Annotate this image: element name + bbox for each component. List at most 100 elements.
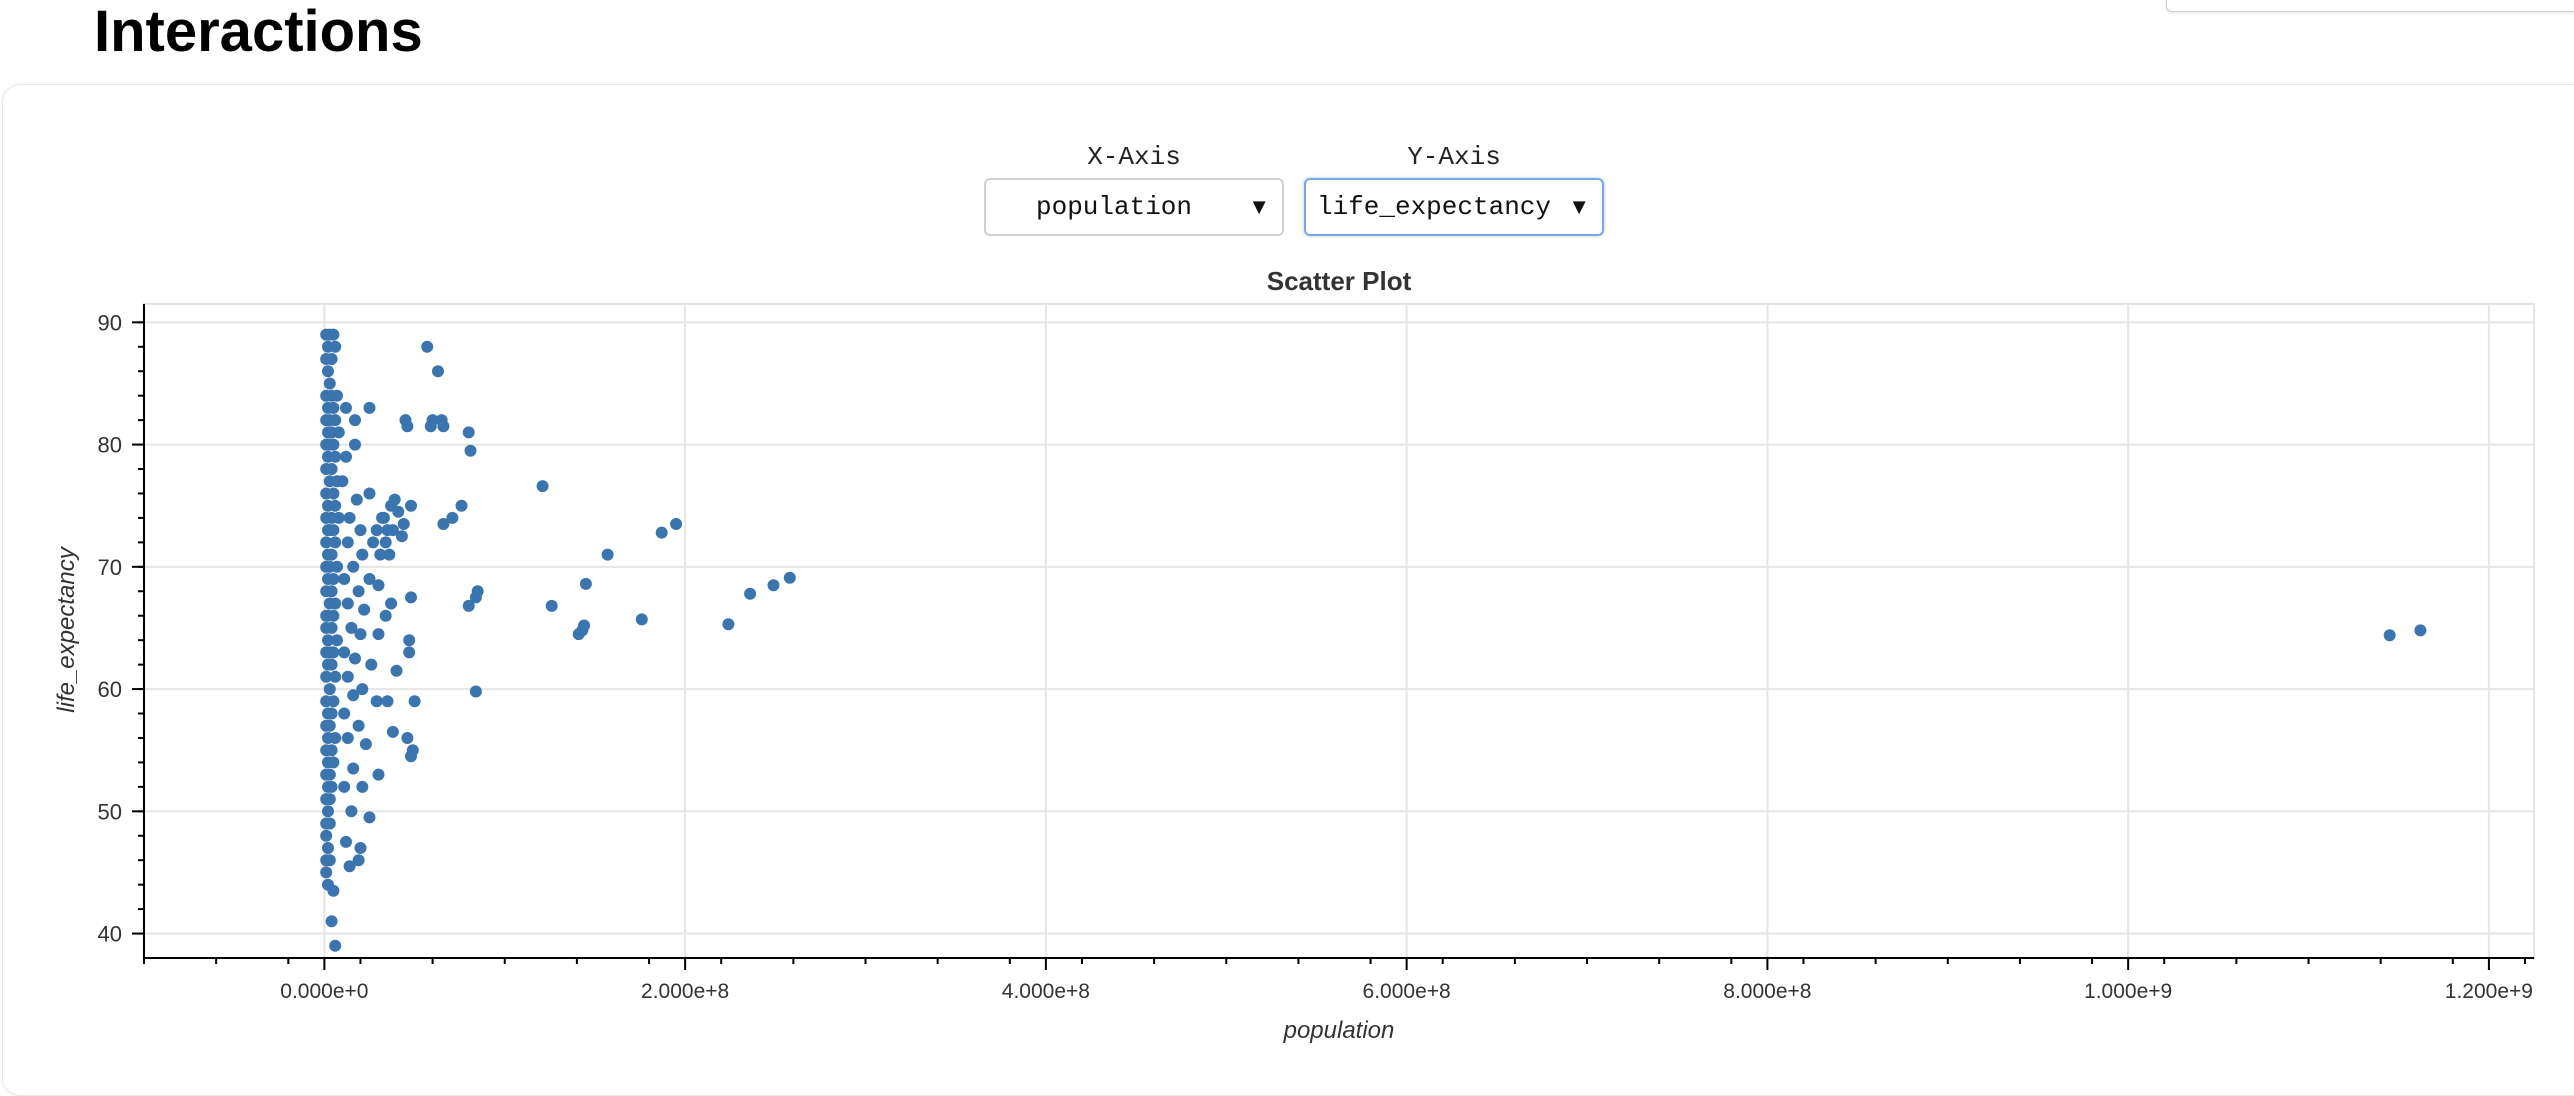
y-tick-label: 40	[98, 922, 122, 947]
data-point	[744, 587, 757, 600]
data-point	[350, 493, 363, 506]
data-point	[340, 835, 352, 848]
data-point	[722, 618, 735, 631]
data-point	[545, 599, 558, 612]
plot-frame	[143, 303, 2535, 959]
x-axis-select[interactable]: population ▼	[984, 178, 1284, 236]
data-point	[327, 328, 340, 341]
data-point	[363, 401, 376, 414]
data-point	[349, 414, 361, 427]
data-point	[338, 780, 351, 793]
x-tick-label: 8.000e+8	[1723, 980, 1811, 1003]
data-point	[464, 444, 477, 457]
data-point	[323, 793, 336, 806]
data-point	[601, 548, 614, 561]
data-point	[446, 511, 459, 524]
data-point	[471, 585, 484, 598]
data-point	[359, 738, 372, 751]
data-point	[345, 621, 358, 634]
y-axis-select-value: life_expectancy	[1316, 192, 1552, 222]
data-point	[356, 548, 369, 561]
data-point	[320, 829, 333, 842]
data-point	[343, 860, 356, 873]
data-point	[370, 524, 383, 537]
data-point	[329, 414, 342, 427]
data-point	[341, 597, 354, 610]
data-point	[329, 536, 342, 549]
data-point	[340, 450, 352, 463]
data-point	[338, 646, 351, 659]
x-axis-control: X-Axis population ▼	[984, 140, 1284, 236]
data-point	[356, 780, 369, 793]
data-point	[386, 524, 399, 537]
y-tick-label: 60	[98, 677, 122, 702]
data-point	[325, 780, 338, 793]
data-point	[323, 683, 336, 696]
y-axis-control: Y-Axis life_expectancy ▼	[1304, 140, 1604, 236]
data-point	[2414, 624, 2427, 637]
data-point	[341, 536, 354, 549]
data-point	[401, 732, 414, 744]
data-point	[322, 365, 334, 378]
x-axis-select-value: population	[1035, 192, 1193, 222]
data-point	[327, 884, 340, 897]
data-point	[397, 518, 410, 530]
data-point	[347, 689, 360, 702]
data-point	[536, 480, 549, 493]
data-point	[455, 499, 468, 512]
data-point	[343, 511, 356, 524]
data-point	[327, 524, 340, 537]
data-point	[327, 609, 340, 622]
data-point	[432, 365, 444, 378]
data-point	[323, 854, 336, 867]
data-point	[327, 401, 340, 414]
data-point	[325, 658, 338, 671]
data-point	[363, 487, 376, 500]
data-point	[390, 664, 403, 677]
data-point	[327, 756, 340, 769]
data-point	[392, 505, 405, 518]
x-tick-label: 6.000e+8	[1363, 980, 1451, 1003]
data-point	[323, 817, 336, 830]
data-point	[325, 707, 338, 720]
data-point	[403, 646, 416, 659]
data-point	[405, 591, 417, 604]
data-point	[579, 577, 592, 590]
y-axis-select[interactable]: life_expectancy ▼	[1304, 178, 1604, 236]
data-point	[352, 585, 365, 598]
data-point	[354, 628, 367, 641]
data-point	[383, 548, 396, 561]
data-point	[367, 536, 380, 549]
scatter-plot: 0.000e+0 2.000e+8 4.000e+8 6.000e+8 8.000e+8…	[53, 266, 2535, 1044]
data-point	[329, 670, 342, 683]
data-point	[323, 719, 336, 732]
y-axis-label: Y-Axis	[1407, 142, 1501, 172]
data-point	[379, 609, 392, 622]
y-axis-title: life_expectancy	[53, 545, 80, 712]
data-point	[329, 597, 342, 610]
data-point	[327, 646, 340, 659]
data-point	[408, 695, 421, 708]
data-point	[372, 768, 385, 781]
toolbar-widget[interactable]	[2166, 0, 2574, 12]
axes: 0.000e+0 2.000e+8 4.000e+8 6.000e+8 8.000e+8…	[98, 304, 2534, 1003]
y-tick-label: 90	[98, 310, 122, 335]
data-point	[322, 842, 334, 854]
data-point	[356, 683, 369, 696]
page-title: Interactions	[94, 0, 423, 64]
data-point	[329, 340, 342, 353]
data-point	[323, 768, 336, 781]
data-point	[365, 658, 378, 671]
data-point	[327, 695, 340, 708]
data-point	[331, 560, 343, 573]
data-point	[325, 585, 338, 598]
data-point	[327, 438, 340, 451]
data-point	[329, 450, 342, 463]
data-point	[376, 511, 389, 524]
y-tick-label: 80	[98, 433, 122, 458]
data-point	[325, 353, 338, 365]
data-point	[363, 811, 376, 824]
x-tick-label: 1.000e+9	[2084, 980, 2172, 1003]
data-point	[338, 573, 351, 585]
x-axis-label: X-Axis	[1087, 142, 1181, 172]
